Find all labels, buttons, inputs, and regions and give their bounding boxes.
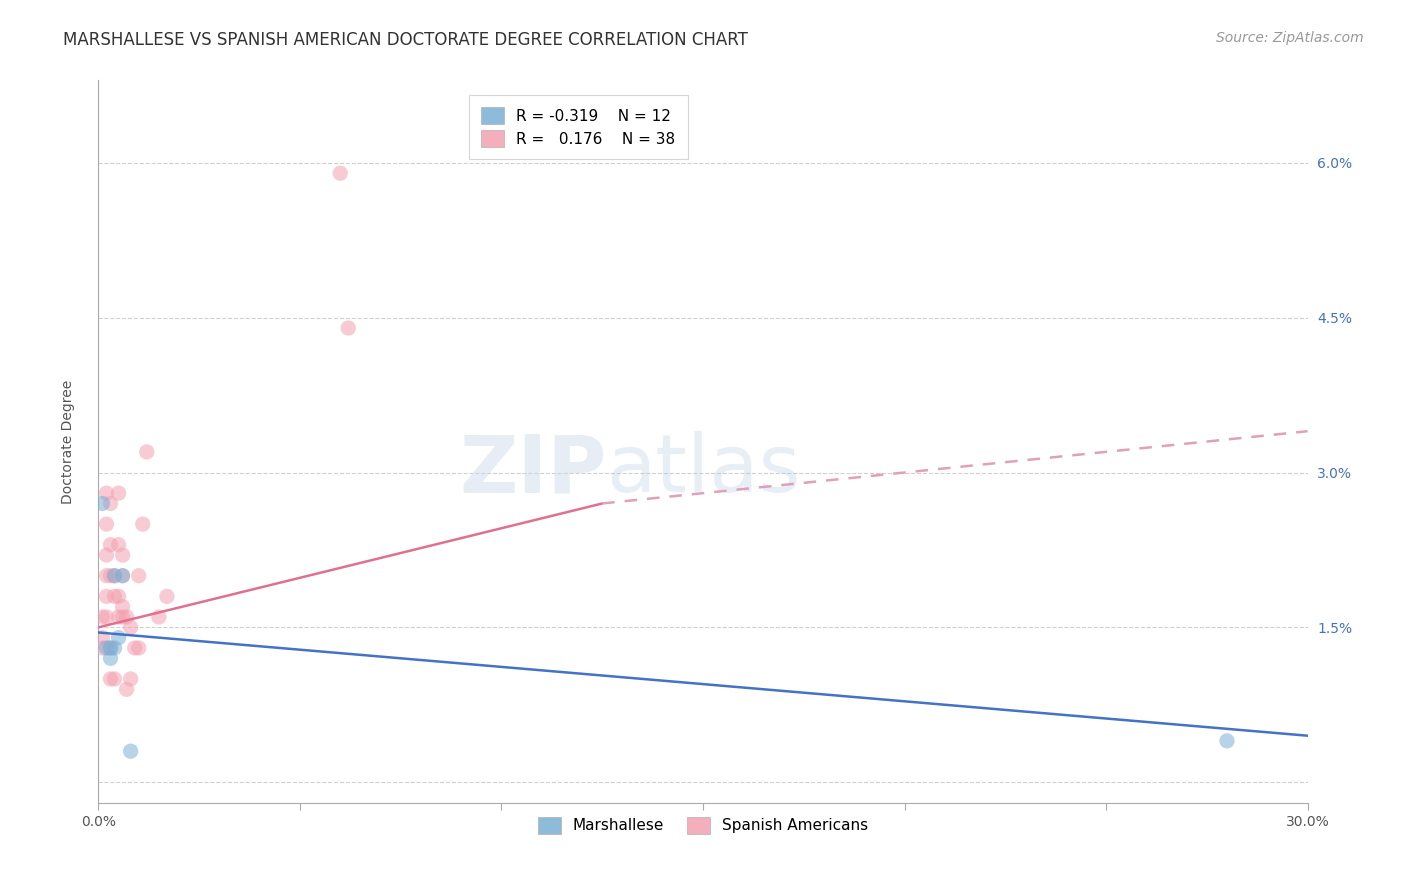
Point xyxy=(120,672,142,686)
Legend: Marshallese, Spanish Americans: Marshallese, Spanish Americans xyxy=(526,805,880,846)
Point xyxy=(111,568,134,582)
Point xyxy=(329,166,352,180)
Point xyxy=(115,610,138,624)
Point xyxy=(107,610,129,624)
Point xyxy=(120,744,142,758)
Point xyxy=(96,568,118,582)
Point xyxy=(103,568,125,582)
Point xyxy=(111,568,134,582)
Point xyxy=(100,568,122,582)
Point xyxy=(107,486,129,500)
Point xyxy=(100,672,122,686)
Point xyxy=(156,590,179,604)
Point xyxy=(96,610,118,624)
Point xyxy=(96,640,118,655)
Point xyxy=(111,548,134,562)
Point xyxy=(103,640,125,655)
Point xyxy=(100,496,122,510)
Text: MARSHALLESE VS SPANISH AMERICAN DOCTORATE DEGREE CORRELATION CHART: MARSHALLESE VS SPANISH AMERICAN DOCTORAT… xyxy=(63,31,748,49)
Point xyxy=(337,321,360,335)
Point xyxy=(100,640,122,655)
Point xyxy=(148,610,170,624)
Point xyxy=(1216,734,1239,748)
Point xyxy=(115,682,138,697)
Point xyxy=(111,599,134,614)
Point xyxy=(96,486,118,500)
Point xyxy=(120,620,142,634)
Point xyxy=(103,590,125,604)
Text: Source: ZipAtlas.com: Source: ZipAtlas.com xyxy=(1216,31,1364,45)
Point xyxy=(96,590,118,604)
Point xyxy=(96,517,118,532)
Point xyxy=(103,568,125,582)
Point xyxy=(103,672,125,686)
Point xyxy=(100,651,122,665)
Point xyxy=(96,548,118,562)
Text: atlas: atlas xyxy=(606,432,800,509)
Point xyxy=(91,610,114,624)
Point xyxy=(111,610,134,624)
Y-axis label: Doctorate Degree: Doctorate Degree xyxy=(60,379,75,504)
Point xyxy=(135,445,157,459)
Point xyxy=(107,631,129,645)
Text: ZIP: ZIP xyxy=(458,432,606,509)
Point xyxy=(91,640,114,655)
Point xyxy=(128,640,150,655)
Point xyxy=(100,538,122,552)
Point xyxy=(124,640,146,655)
Point xyxy=(100,640,122,655)
Point xyxy=(107,590,129,604)
Point xyxy=(91,631,114,645)
Point xyxy=(107,538,129,552)
Point xyxy=(132,517,155,532)
Point xyxy=(91,496,114,510)
Point xyxy=(128,568,150,582)
